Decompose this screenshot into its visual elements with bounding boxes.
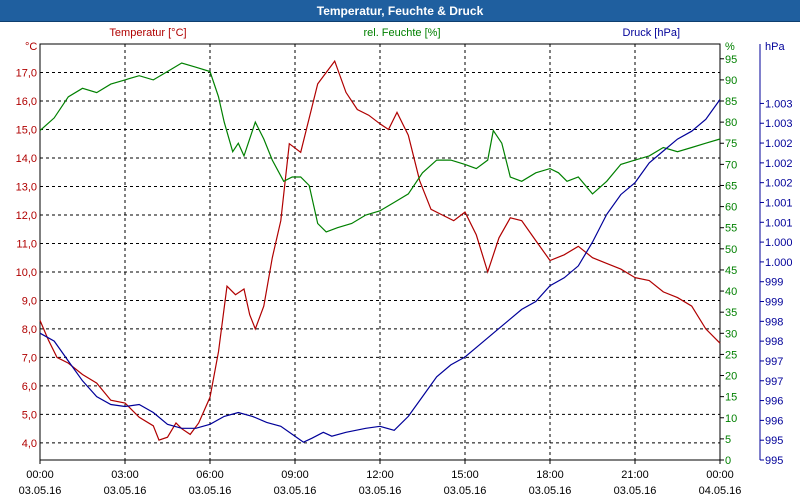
temperature-tick-label: 17,0 bbox=[16, 67, 37, 79]
humidity-tick-label: 30 bbox=[725, 328, 737, 340]
series-line-humidity bbox=[39, 62, 721, 233]
pressure-tick-label: 1.002 bbox=[765, 138, 793, 150]
temperature-tick-label: 14,0 bbox=[16, 153, 37, 165]
pressure-tick-label: 1.003 bbox=[765, 98, 793, 110]
chart-title: Temperatur, Feuchte & Druck bbox=[0, 0, 800, 22]
pressure-tick-label: 998 bbox=[765, 336, 783, 348]
temperature-tick-label: 6,0 bbox=[22, 381, 37, 393]
temperature-tick-label: 4,0 bbox=[22, 438, 37, 450]
x-tick-time-label: 09:00 bbox=[281, 469, 309, 481]
legend-pressure: Druck [hPa] bbox=[623, 27, 680, 39]
legend-humidity: rel. Feuchte [%] bbox=[363, 27, 440, 39]
x-tick-time-label: 21:00 bbox=[621, 469, 649, 481]
pressure-tick-label: 999 bbox=[765, 277, 783, 289]
humidity-tick-label: 5 bbox=[725, 434, 731, 446]
humidity-tick-label: 95 bbox=[725, 54, 737, 66]
x-tick-date-label: 03.05.16 bbox=[614, 485, 657, 497]
pressure-tick-label: 1.001 bbox=[765, 197, 793, 209]
temperature-tick-label: 7,0 bbox=[22, 352, 37, 364]
humidity-tick-label: 55 bbox=[725, 223, 737, 235]
humidity-tick-label: 15 bbox=[725, 392, 737, 404]
x-tick-time-label: 18:00 bbox=[536, 469, 564, 481]
x-tick-date-label: 04.05.16 bbox=[699, 485, 742, 497]
temperature-unit-label: °C bbox=[25, 41, 37, 53]
pressure-tick-label: 995 bbox=[765, 455, 783, 467]
humidity-tick-label: 80 bbox=[725, 117, 737, 129]
pressure-tick-label: 998 bbox=[765, 316, 783, 328]
humidity-tick-label: 45 bbox=[725, 265, 737, 277]
x-tick-time-label: 00:00 bbox=[26, 469, 54, 481]
temperature-tick-label: 13,0 bbox=[16, 181, 37, 193]
x-tick-time-label: 15:00 bbox=[451, 469, 479, 481]
series-line-temperature bbox=[39, 59, 721, 441]
pressure-tick-label: 997 bbox=[765, 376, 783, 388]
humidity-tick-label: 40 bbox=[725, 286, 737, 298]
pressure-tick-label: 1.003 bbox=[765, 118, 793, 130]
humidity-tick-label: 20 bbox=[725, 371, 737, 383]
pressure-tick-label: 1.002 bbox=[765, 178, 793, 190]
humidity-tick-label: 0 bbox=[725, 455, 731, 467]
humidity-tick-label: 60 bbox=[725, 202, 737, 214]
pressure-tick-label: 997 bbox=[765, 356, 783, 368]
temperature-tick-label: 9,0 bbox=[22, 295, 37, 307]
humidity-tick-label: 50 bbox=[725, 244, 737, 256]
humidity-tick-label: 75 bbox=[725, 138, 737, 150]
temperature-tick-label: 8,0 bbox=[22, 324, 37, 336]
x-tick-time-label: 00:00 bbox=[706, 469, 734, 481]
temperature-tick-label: 12,0 bbox=[16, 210, 37, 222]
pressure-tick-label: 996 bbox=[765, 396, 783, 408]
x-tick-date-label: 03.05.16 bbox=[359, 485, 402, 497]
pressure-tick-label: 1.001 bbox=[765, 217, 793, 229]
humidity-tick-label: 10 bbox=[725, 413, 737, 425]
humidity-tick-label: 25 bbox=[725, 349, 737, 361]
temperature-tick-label: 10,0 bbox=[16, 267, 37, 279]
pressure-unit-label: hPa bbox=[765, 41, 785, 53]
humidity-tick-label: 90 bbox=[725, 75, 737, 87]
pressure-tick-label: 995 bbox=[765, 435, 783, 447]
x-tick-time-label: 12:00 bbox=[366, 469, 394, 481]
pressure-tick-label: 1.000 bbox=[765, 257, 793, 269]
temperature-tick-label: 5,0 bbox=[22, 409, 37, 421]
x-tick-date-label: 03.05.16 bbox=[19, 485, 62, 497]
humidity-tick-label: 70 bbox=[725, 159, 737, 171]
temperature-tick-label: 16,0 bbox=[16, 96, 37, 108]
humidity-tick-label: 85 bbox=[725, 96, 737, 108]
pressure-tick-label: 996 bbox=[765, 415, 783, 427]
x-tick-time-label: 06:00 bbox=[196, 469, 224, 481]
pressure-tick-label: 1.002 bbox=[765, 158, 793, 170]
x-tick-date-label: 03.05.16 bbox=[444, 485, 487, 497]
humidity-tick-label: 65 bbox=[725, 180, 737, 192]
chart-area: 4,0 5,0 6,0 7,0 8,0 9,0 10,0 11,0 12,0 13,0 14,0 15… bbox=[16, 27, 793, 497]
x-tick-date-label: 03.05.16 bbox=[529, 485, 572, 497]
legend-temperature: Temperatur [°C] bbox=[109, 27, 186, 39]
temperature-tick-label: 11,0 bbox=[16, 238, 37, 250]
pressure-tick-label: 1.000 bbox=[765, 237, 793, 249]
temperature-tick-label: 15,0 bbox=[16, 124, 37, 136]
x-tick-date-label: 03.05.16 bbox=[274, 485, 317, 497]
x-tick-time-label: 03:00 bbox=[111, 469, 139, 481]
series-line-pressure bbox=[39, 99, 721, 443]
humidity-tick-label: 35 bbox=[725, 307, 737, 319]
x-tick-date-label: 03.05.16 bbox=[104, 485, 147, 497]
x-tick-date-label: 03.05.16 bbox=[189, 485, 232, 497]
pressure-tick-label: 999 bbox=[765, 297, 783, 309]
humidity-unit-label: % bbox=[725, 41, 735, 53]
